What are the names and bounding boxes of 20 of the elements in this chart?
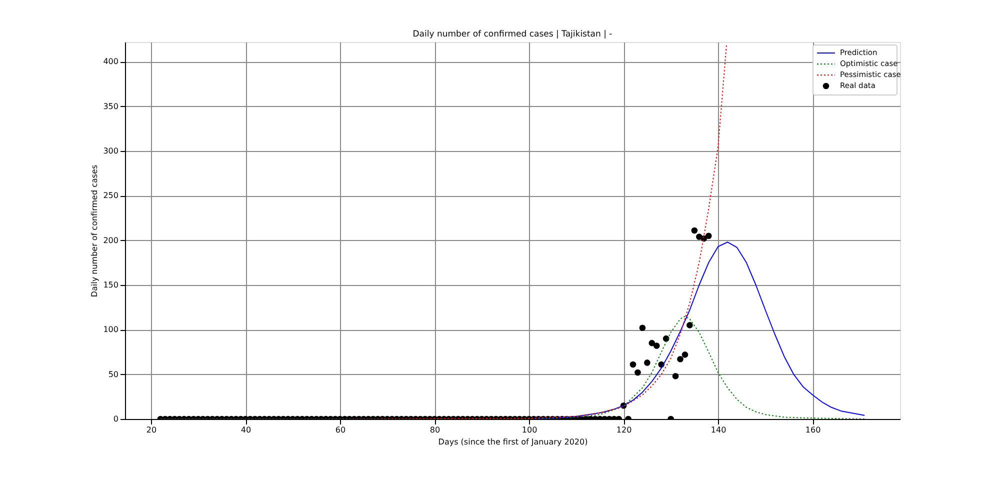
x-axis-title: Days (since the first of January 2020)	[438, 438, 588, 446]
x-tick-label: 80	[430, 426, 440, 434]
x-tick-label: 60	[335, 426, 346, 434]
y-tick-label: 150	[103, 280, 118, 290]
x-tick-label: 20	[146, 426, 157, 434]
x-tick-label: 140	[710, 426, 726, 434]
y-tick-label: 0	[113, 414, 118, 424]
x-tick-label: 160	[805, 426, 821, 434]
x-tick-label: 100	[522, 426, 538, 434]
y-tick-label: 300	[103, 146, 118, 156]
y-tick-label: 100	[103, 325, 118, 334]
y-tick-label: 350	[103, 102, 118, 111]
y-tick-label: 250	[103, 191, 118, 200]
y-tick-label: 200	[103, 236, 118, 245]
chart-title: Daily number of confirmed cases | Tajikistan | -	[412, 30, 612, 40]
y-tick-label: 50	[108, 370, 118, 379]
x-tick-label: 120	[616, 426, 632, 434]
y-axis-title: Daily number of confirmed cases	[90, 164, 100, 298]
y-tick-label: 400	[103, 57, 118, 66]
x-tick-label: 40	[240, 426, 252, 434]
